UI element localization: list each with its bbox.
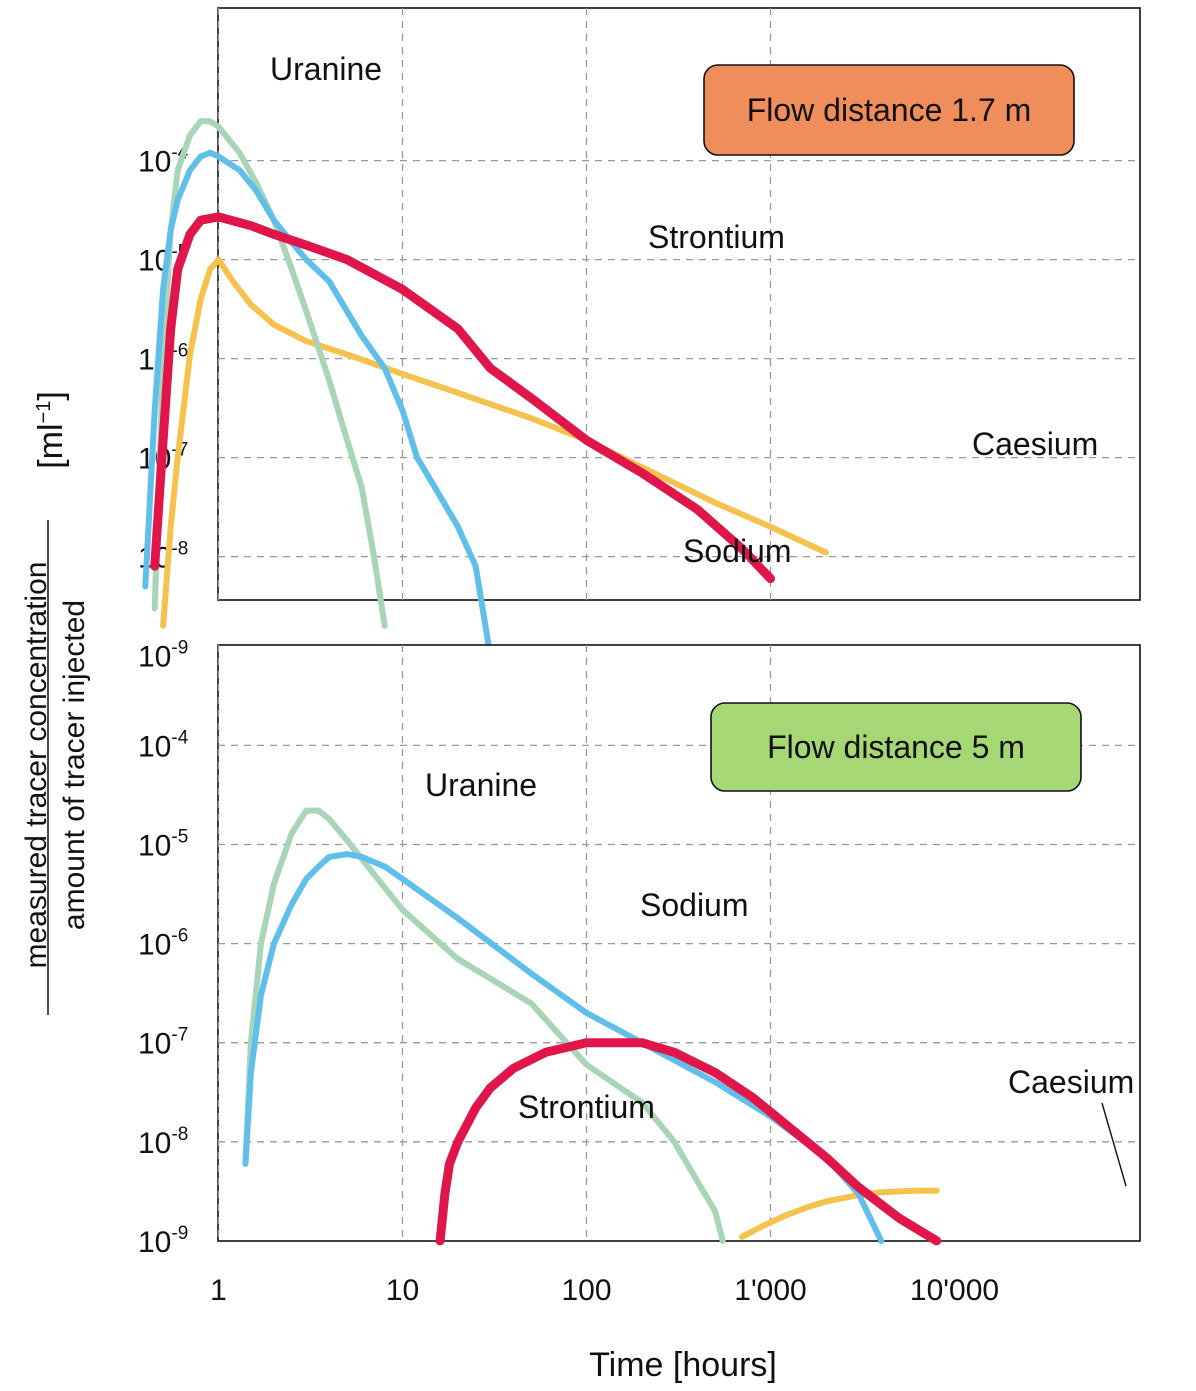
- caesium-leader-line: [1101, 1102, 1127, 1187]
- series-label-strontium: Strontium: [518, 1089, 655, 1125]
- y-tick-label: 10-9: [138, 1223, 188, 1259]
- svg-text:[ml−1]: [ml−1]: [32, 391, 70, 469]
- flow-distance-box: [703, 64, 1075, 156]
- y-denominator-label: amount of tracer injected: [58, 600, 91, 930]
- y-unit-label: [ml−1]: [32, 391, 70, 469]
- y-tick-label: 10-9: [138, 638, 188, 674]
- x-tick-labels: 1 10 100 1'000 10'000: [210, 1274, 999, 1307]
- series-line-uranine: [151, 118, 388, 629]
- series-label-strontium: Strontium: [648, 219, 785, 255]
- series-label-sodium: Sodium: [683, 533, 792, 569]
- flow-distance-box: [710, 702, 1082, 792]
- panel-top: 10-410-510-610-710-810-9UranineSodiumStr…: [138, 7, 1141, 674]
- flow-distance-label: Flow distance 1.7 m: [747, 92, 1032, 128]
- series-line-strontium: [150, 212, 775, 584]
- y-tick-label: 10-4: [138, 727, 189, 763]
- series-line-caesium: [739, 1187, 940, 1240]
- y-tick-label: 10-8: [138, 1124, 188, 1160]
- x-axis-title: Time [hours]: [589, 1346, 777, 1384]
- series-label-caesium: Caesium: [1008, 1064, 1134, 1100]
- series-label-uranine: Uranine: [425, 767, 537, 803]
- series-line-uranine: [242, 807, 726, 1244]
- y-tick-label: 10-5: [138, 827, 188, 863]
- svg-text:amount of tracer injected: amount of tracer injected: [58, 600, 91, 930]
- series-line-sodium: [142, 149, 494, 659]
- x-tick-label: 10'000: [910, 1274, 999, 1307]
- series-label-uranine: Uranine: [270, 51, 382, 87]
- series-label-sodium: Sodium: [640, 887, 749, 923]
- x-tick-label: 1'000: [734, 1274, 806, 1307]
- series-line-strontium: [435, 1038, 942, 1246]
- y-tick-label: 10-6: [138, 926, 188, 962]
- x-tick-label: 1: [210, 1274, 227, 1307]
- x-tick-label: 10: [386, 1274, 419, 1307]
- series-line-sodium: [242, 851, 885, 1244]
- panel-bottom: 10-4 10-5 10-6 10-7 10-8 10-9 Uranine Sodium Str…: [138, 644, 1141, 1259]
- flow-distance-label: Flow distance 5 m: [767, 729, 1025, 765]
- x-tick-label: 100: [561, 1274, 611, 1307]
- y-tick-label: 10-7: [138, 1025, 188, 1061]
- series-label-caesium: Caesium: [972, 426, 1098, 462]
